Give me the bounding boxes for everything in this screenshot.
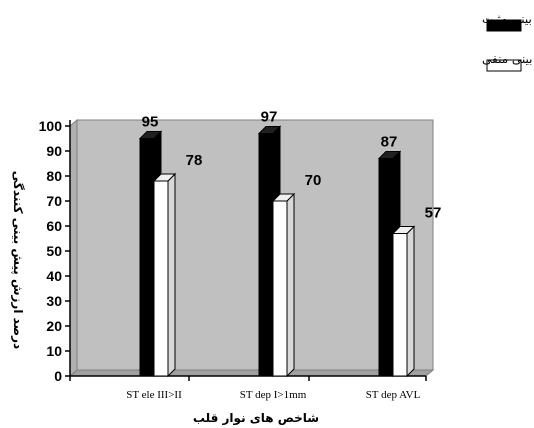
legend-swatch-negative <box>486 59 522 72</box>
y-axis-title: درصد ارزش پیش بینی کنندگی <box>11 171 25 349</box>
y-tick-label: 20 <box>46 318 62 334</box>
y-tick-label: 90 <box>46 143 62 159</box>
bar-negative <box>152 172 177 378</box>
y-tick-label: 60 <box>46 218 62 234</box>
legend-swatch-positive <box>486 19 522 32</box>
legend-label-positive: ارزش پیش بینی مثبت <box>482 12 534 27</box>
data-label-positive: 95 <box>142 114 159 131</box>
y-tick-label: 50 <box>46 243 62 259</box>
data-label-negative: 57 <box>425 205 442 222</box>
category-label: ST dep AVL <box>366 389 421 401</box>
category-label: ST dep I>1mm <box>240 389 307 401</box>
legend: ارزش پیش بینی مثبت ارزش پیش بینی منفی <box>482 12 534 72</box>
data-labels: 95 78 97 70 87 57 <box>142 109 442 222</box>
bar-negative <box>271 192 296 378</box>
plot-left-wall <box>69 118 78 378</box>
category-label: ST ele III>II <box>126 389 182 401</box>
y-tick-label: 30 <box>46 293 62 309</box>
y-tick-label: 40 <box>46 268 62 284</box>
y-tick-label: 0 <box>54 368 62 384</box>
y-tick-label: 70 <box>46 193 62 209</box>
bar-negative <box>391 225 416 378</box>
category-labels: ST ele III>II ST dep I>1mm ST dep AVL <box>126 389 420 401</box>
y-tick-label: 80 <box>46 168 62 184</box>
data-label-positive: 87 <box>381 134 398 151</box>
data-label-negative: 70 <box>305 172 322 189</box>
y-tick-label: 10 <box>46 343 62 359</box>
legend-label-negative: ارزش پیش بینی منفی <box>482 52 534 67</box>
data-label-negative: 78 <box>186 152 203 169</box>
y-ticks: 0 10 20 30 40 50 60 70 80 90 100 <box>39 118 427 384</box>
bars <box>138 125 416 378</box>
y-tick-label: 100 <box>39 118 63 134</box>
x-axis-title: شاخص های نوار قلب <box>193 411 319 426</box>
data-label-positive: 97 <box>261 109 278 126</box>
